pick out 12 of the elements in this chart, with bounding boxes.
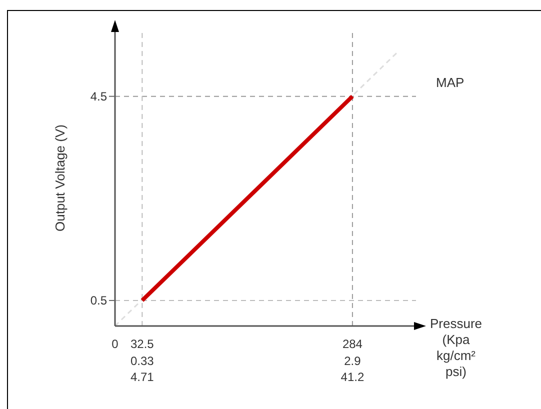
text: 0.33: [129, 353, 155, 369]
x-tick-label: 32.5: [130, 337, 154, 351]
text: 41.2: [340, 369, 366, 385]
text: 2.9: [343, 353, 362, 369]
y-tick-label: 0.5: [90, 294, 108, 308]
text: MAP: [436, 75, 464, 90]
x-tick-label: 284: [342, 337, 363, 351]
y-axis-title: Output Voltage (V): [52, 124, 68, 232]
x-axis-title: Pressure (Kpa kg/cm² psi): [430, 316, 482, 380]
x-tick-label: 0: [112, 337, 119, 351]
text: 4.71: [129, 369, 155, 385]
y-tick-label: 4.5: [90, 90, 108, 104]
